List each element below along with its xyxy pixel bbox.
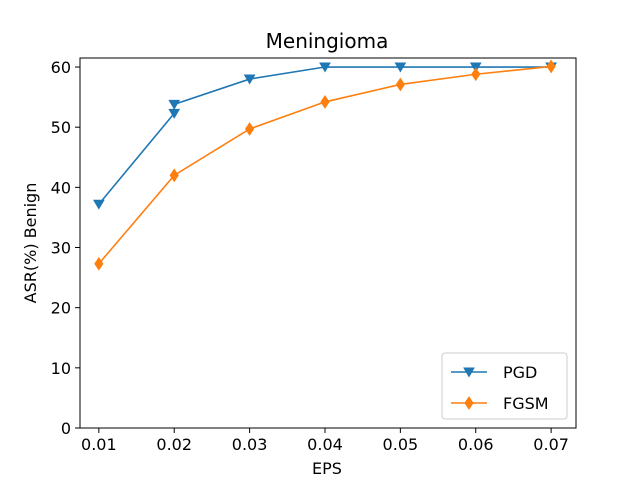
x-tick-label: 0.02 <box>156 435 192 454</box>
y-tick-label: 30 <box>51 239 71 258</box>
y-axis-label: ASR(%) Benign <box>21 183 40 304</box>
y-tick-label: 50 <box>51 118 71 137</box>
y-tick-label: 60 <box>51 58 71 77</box>
x-axis: 0.01 0.02 0.03 0.04 0.05 0.06 0.07 <box>81 428 569 454</box>
fgsm-point <box>245 122 255 136</box>
pgd-point <box>92 199 105 210</box>
series-fgsm <box>94 59 556 271</box>
pgd-point <box>243 74 256 85</box>
legend: PGD FGSM <box>441 352 568 420</box>
pgd-point <box>319 62 331 73</box>
y-tick-label: 40 <box>51 178 71 197</box>
x-tick-label: 0.04 <box>307 435 343 454</box>
fgsm-point <box>395 77 405 92</box>
chart-title: Meningioma <box>266 29 389 53</box>
y-tick-label: 10 <box>51 359 71 378</box>
plot-area <box>79 57 577 429</box>
series-layer <box>92 59 557 271</box>
pgd-point <box>394 62 407 73</box>
x-tick-label: 0.01 <box>81 435 117 454</box>
y-axis: 0 10 20 30 40 50 60 <box>51 58 80 438</box>
legend-marker-pgd <box>463 367 475 378</box>
fgsm-point <box>546 59 556 74</box>
y-tick-label: 0 <box>61 419 71 438</box>
legend-label-pgd: PGD <box>503 363 537 382</box>
fgsm-point <box>320 95 330 109</box>
x-axis-label: EPS <box>312 459 342 478</box>
pgd-point <box>469 62 482 73</box>
series-pgd <box>92 62 557 210</box>
pgd-point <box>168 99 181 110</box>
fgsm-point <box>169 168 179 183</box>
x-tick-label: 0.07 <box>533 435 569 454</box>
fgsm-point <box>471 67 481 82</box>
x-tick-label: 0.03 <box>232 435 268 454</box>
legend-marker-fgsm <box>464 396 474 410</box>
legend-item-fgsm: FGSM <box>451 394 549 413</box>
x-tick-label: 0.06 <box>458 435 494 454</box>
y-tick-label: 20 <box>51 299 71 318</box>
fgsm-point <box>94 256 104 271</box>
x-tick-label: 0.05 <box>383 435 419 454</box>
legend-item-pgd: PGD <box>451 363 537 382</box>
legend-label-fgsm: FGSM <box>503 394 549 413</box>
